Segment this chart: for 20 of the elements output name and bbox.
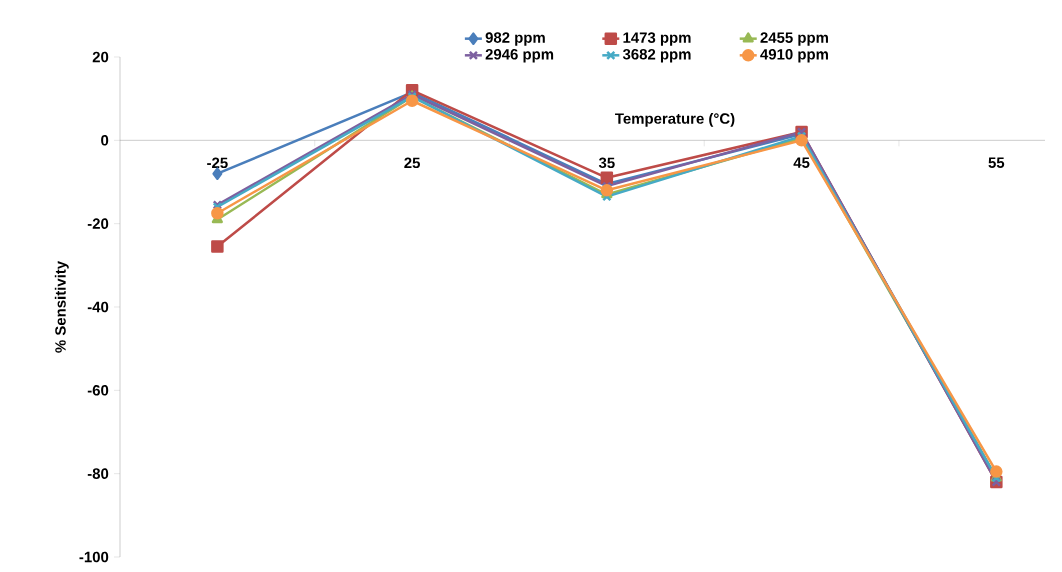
legend-label: 3682 ppm: [622, 48, 691, 63]
y-tick-label: -60: [87, 385, 109, 396]
legend-label: 982 ppm: [485, 32, 545, 46]
legend-label: 2455 ppm: [760, 32, 828, 46]
y-tick-label: -20: [87, 218, 109, 229]
x-tick-label: 25: [404, 157, 420, 169]
x-axis-title: Temperature (°C): [615, 112, 735, 127]
y-tick-label: -40: [87, 301, 109, 313]
y-tick-label: 0: [101, 135, 109, 146]
legend-label: 1473 ppm: [623, 32, 691, 46]
y-axis-title: % Sensitivity: [54, 260, 69, 353]
legend-label: 4910 ppm: [760, 48, 828, 63]
x-tick-label: 35: [598, 157, 615, 169]
x-tick-label: 55: [988, 157, 1005, 168]
y-tick-label: -80: [87, 468, 109, 479]
x-tick-label: -25: [207, 157, 228, 169]
x-tick-label: 45: [793, 157, 810, 168]
y-tick-label: -100: [79, 551, 109, 563]
y-tick-label: 20: [92, 51, 109, 63]
legend-label: 2946 ppm: [485, 48, 554, 63]
